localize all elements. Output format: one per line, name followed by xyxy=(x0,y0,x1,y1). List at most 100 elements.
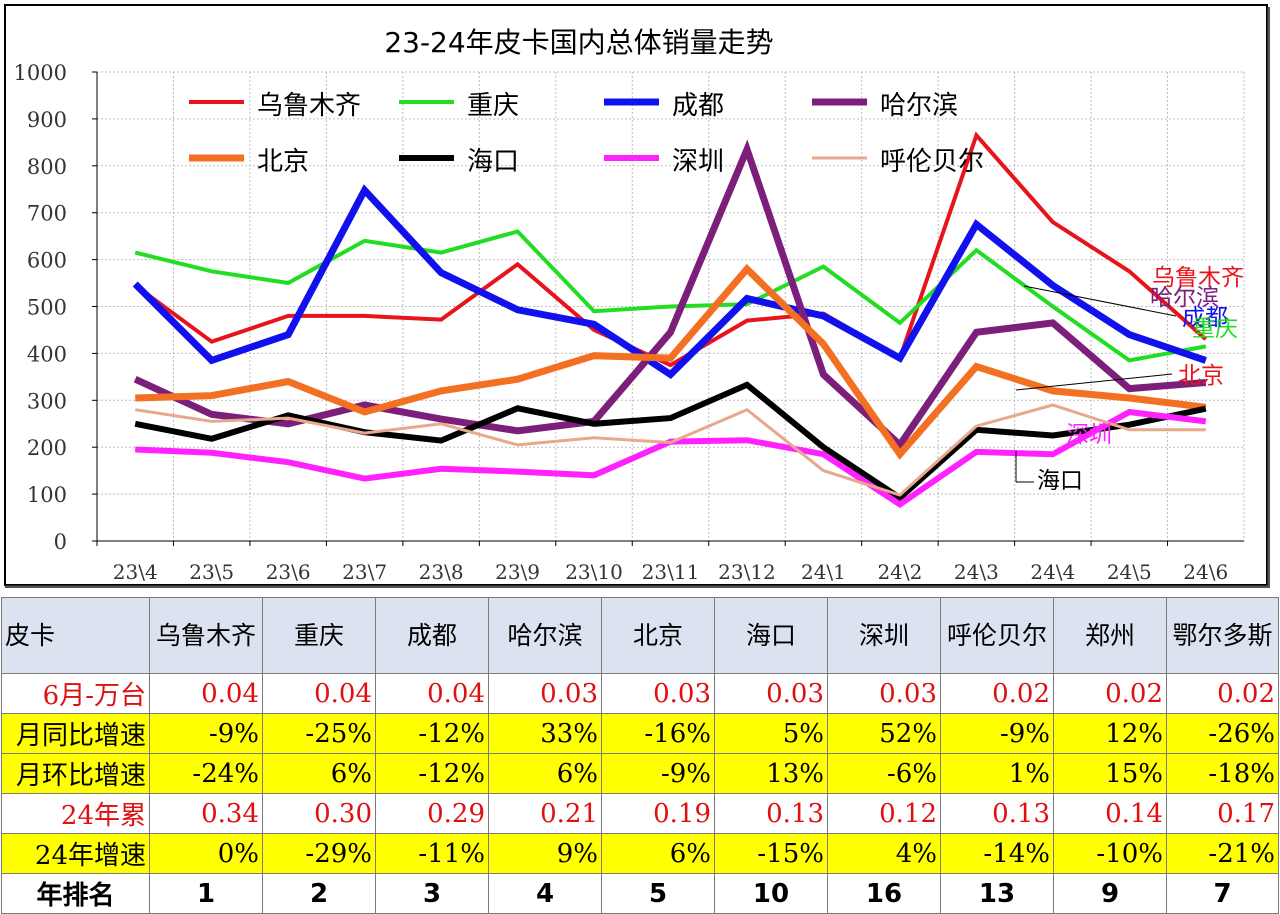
legend-label: 呼伦贝尔 xyxy=(880,147,984,177)
table-cell: -14% xyxy=(940,833,1054,874)
legend-label: 深圳 xyxy=(672,147,724,177)
table-cell: -6% xyxy=(827,753,941,794)
column-header: 哈尔滨 xyxy=(488,597,602,674)
table-cell: 0.03 xyxy=(488,673,602,714)
legend-label: 海口 xyxy=(467,147,519,177)
x-tick-label: 23\4 xyxy=(113,560,158,584)
series-line-4 xyxy=(135,263,1207,460)
column-header: 深圳 xyxy=(827,597,941,674)
sales-table: 皮卡 乌鲁木齐 重庆 成都 哈尔滨 北京 海口 深圳 呼伦贝尔 郑州 鄂尔多斯 6月-万台 0.04 0.… xyxy=(1,597,1279,914)
table-cell: 6% xyxy=(262,753,376,794)
leader-line xyxy=(1015,373,1173,391)
end-label: 北京 xyxy=(1178,363,1224,389)
table-cell: 1% xyxy=(940,753,1054,794)
y-tick-label: 1000 xyxy=(14,61,67,85)
table-row: 24年累 0.34 0.30 0.29 0.21 0.19 0.13 0.12 0.13 0.14… xyxy=(1,793,1279,834)
column-header: 鄂尔多斯 xyxy=(1166,597,1279,674)
table-cell: 0.30 xyxy=(262,793,376,834)
y-tick-label: 0 xyxy=(54,530,67,554)
y-tick-label: 200 xyxy=(27,436,67,460)
table-cell: 12% xyxy=(1053,713,1167,754)
table-cell: 4 xyxy=(488,873,602,914)
chart-title: 23-24年皮卡国内总体销量走势 xyxy=(384,26,773,59)
y-tick-label: 700 xyxy=(27,202,67,226)
table-cell: 0.04 xyxy=(262,673,376,714)
table-cell: -9% xyxy=(601,753,715,794)
table-cell: -9% xyxy=(149,713,263,754)
leader-line xyxy=(1023,285,1177,317)
chart-border xyxy=(4,4,1268,586)
table-cell: 9 xyxy=(1053,873,1167,914)
table-cell: 0.13 xyxy=(940,793,1054,834)
table-cell: 0.14 xyxy=(1053,793,1167,834)
table-cell: 33% xyxy=(488,713,602,754)
table-cell: 0.03 xyxy=(601,673,715,714)
table-cell: 0.19 xyxy=(601,793,715,834)
column-header: 呼伦贝尔 xyxy=(940,597,1054,674)
x-tick-label: 24\4 xyxy=(1030,560,1075,584)
table-cell: 0.21 xyxy=(488,793,602,834)
x-tick-label: 23\7 xyxy=(342,560,387,584)
table-cell: -21% xyxy=(1166,833,1279,874)
table-cell: -9% xyxy=(940,713,1054,754)
table-cell: -29% xyxy=(262,833,376,874)
end-label: 哈尔滨 xyxy=(1150,285,1219,311)
table-cell: 13 xyxy=(940,873,1054,914)
table-cell: 13% xyxy=(714,753,828,794)
y-tick-label: 500 xyxy=(27,296,67,320)
table-cell: 10 xyxy=(714,873,828,914)
table-cell: 0.29 xyxy=(375,793,489,834)
row-label: 年排名 xyxy=(1,873,150,914)
series-line-1 xyxy=(134,229,1207,363)
x-tick-label: 24\2 xyxy=(877,560,922,584)
table-cell: -12% xyxy=(375,753,489,794)
y-tick-label: 400 xyxy=(27,342,67,366)
column-header: 重庆 xyxy=(262,597,376,674)
x-tick-label: 23\8 xyxy=(419,560,464,584)
row-label: 24年累 xyxy=(1,793,150,834)
row-label: 24年增速 xyxy=(1,833,150,874)
end-label: 重庆 xyxy=(1192,316,1238,342)
table-cell: 0.13 xyxy=(714,793,828,834)
y-tick-label: 300 xyxy=(27,389,67,413)
table-cell: 0.02 xyxy=(1166,673,1279,714)
table-row: 24年增速 0% -29% -11% 9% 6% -15% 4% -14% -10% -21% xyxy=(1,833,1279,874)
x-tick-label: 23\12 xyxy=(718,560,776,584)
end-label: 成都 xyxy=(1182,305,1228,331)
table-cell: 0.04 xyxy=(149,673,263,714)
row-label: 月同比增速 xyxy=(1,713,150,754)
table-cell: 0.03 xyxy=(827,673,941,714)
table-cell: 4% xyxy=(827,833,941,874)
table-cell: -16% xyxy=(601,713,715,754)
column-header: 海口 xyxy=(714,597,828,674)
x-tick-label: 23\5 xyxy=(189,560,234,584)
legend-label: 北京 xyxy=(257,147,309,177)
series-line-5 xyxy=(134,381,1207,502)
table-cell: 3 xyxy=(375,873,489,914)
column-header: 成都 xyxy=(375,597,489,674)
table-row: 年排名 1 2 3 4 5 10 16 13 9 7 xyxy=(1,873,1279,914)
x-tick-label: 24\3 xyxy=(954,560,999,584)
table-cell: -10% xyxy=(1053,833,1167,874)
table-header-row: 皮卡 乌鲁木齐 重庆 成都 哈尔滨 北京 海口 深圳 呼伦贝尔 郑州 鄂尔多斯 xyxy=(1,597,1279,674)
table-cell: 15% xyxy=(1053,753,1167,794)
column-header: 北京 xyxy=(601,597,715,674)
series-line-7 xyxy=(134,403,1206,497)
line-chart: 23-24年皮卡国内总体销量走势 0 100 200 300 400 500 600 700 8… xyxy=(4,4,1270,588)
table-cell: 6% xyxy=(601,833,715,874)
end-label: 海口 xyxy=(1037,468,1083,494)
table-cell: 0.02 xyxy=(1053,673,1167,714)
y-tick-label: 900 xyxy=(27,108,67,132)
table-cell: 0.02 xyxy=(940,673,1054,714)
column-header: 乌鲁木齐 xyxy=(149,597,263,674)
table-cell: 0.04 xyxy=(375,673,489,714)
x-tick-label: 23\10 xyxy=(565,560,623,584)
row-label: 6月-万台 xyxy=(1,673,150,714)
table-cell: -12% xyxy=(375,713,489,754)
table-cell: -18% xyxy=(1166,753,1279,794)
table-cell: 2 xyxy=(262,873,376,914)
x-tick-label: 24\6 xyxy=(1183,560,1228,584)
table-row: 6月-万台 0.04 0.04 0.04 0.03 0.03 0.03 0.03 0.02 0.0… xyxy=(1,673,1279,714)
y-tick-label: 100 xyxy=(27,483,67,507)
table-row: 月环比增速 -24% 6% -12% 6% -9% 13% -6% 1% 15% -18% xyxy=(1,753,1279,794)
